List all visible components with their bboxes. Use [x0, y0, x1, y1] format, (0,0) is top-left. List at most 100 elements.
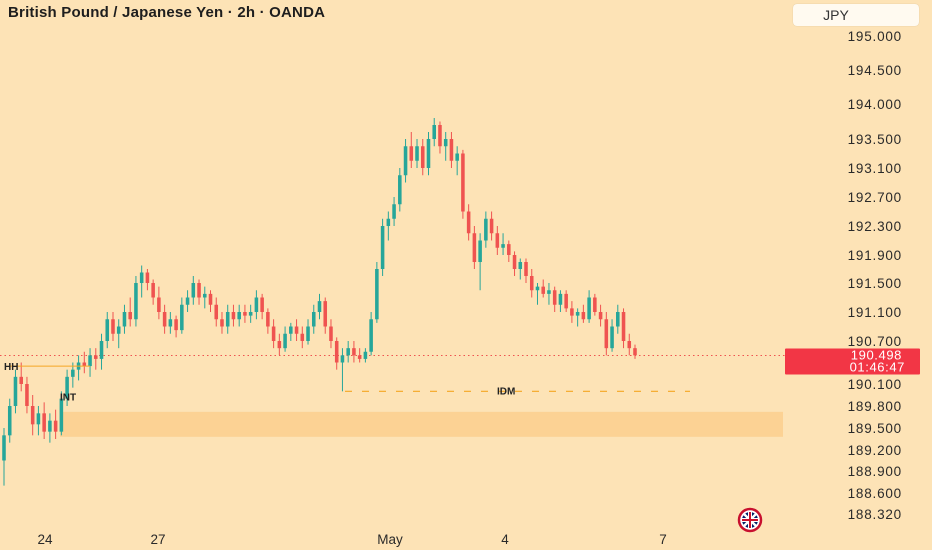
candle	[489, 211, 494, 241]
candle	[375, 262, 379, 323]
candle	[518, 258, 523, 280]
x-tick-label: May	[377, 532, 403, 547]
candle	[357, 348, 362, 363]
candle	[145, 269, 150, 291]
candle	[616, 304, 620, 334]
y-tick-label: 188.320	[848, 507, 902, 522]
candle	[403, 139, 408, 183]
x-tick-label: 27	[150, 532, 165, 547]
candle	[237, 304, 241, 327]
candle	[610, 319, 614, 352]
y-tick-label: 188.600	[848, 486, 902, 501]
candle	[116, 319, 121, 349]
candle	[82, 351, 87, 374]
candle	[65, 369, 69, 406]
candle	[621, 308, 626, 349]
candle	[478, 233, 482, 291]
candle	[88, 348, 92, 377]
int-label: INT	[60, 392, 76, 403]
candle	[185, 290, 190, 312]
candle	[25, 376, 29, 414]
candle	[604, 312, 609, 356]
candle	[214, 297, 219, 327]
candle	[283, 326, 287, 352]
candle	[598, 304, 603, 327]
candle	[552, 286, 557, 312]
candle	[386, 211, 391, 241]
candle	[570, 301, 574, 323]
candle	[111, 312, 115, 341]
uk-flag-icon[interactable]	[737, 507, 763, 533]
candle	[311, 304, 316, 334]
candle	[225, 304, 230, 334]
candle	[432, 118, 437, 147]
candle	[48, 413, 52, 443]
current-price-text: 190.498	[851, 347, 902, 362]
candle	[231, 304, 236, 327]
candle	[294, 319, 299, 341]
hh-label: HH	[4, 362, 18, 373]
y-tick-label: 190.100	[848, 377, 902, 392]
candle	[266, 308, 270, 334]
candle	[197, 279, 201, 305]
candle	[581, 304, 586, 323]
candle	[420, 139, 425, 176]
candle	[472, 226, 477, 269]
candle	[122, 304, 127, 334]
candle	[53, 409, 58, 439]
candle	[191, 276, 196, 305]
demand-zone	[60, 411, 783, 437]
candle	[633, 344, 637, 359]
candle	[340, 348, 345, 392]
candle	[466, 204, 471, 241]
candle	[507, 240, 511, 262]
currency-button[interactable]: JPY	[793, 4, 919, 26]
candle	[289, 322, 293, 341]
candle	[7, 398, 12, 443]
candle	[461, 149, 465, 219]
candle	[94, 348, 98, 370]
candle	[529, 269, 534, 298]
candle	[547, 283, 551, 305]
candle	[300, 326, 305, 349]
idm-label: IDM	[497, 386, 515, 397]
candle	[593, 293, 597, 316]
currency-label: JPY	[823, 7, 849, 23]
candle	[495, 226, 500, 255]
candle	[564, 290, 568, 312]
candle	[202, 286, 207, 309]
candle	[363, 348, 368, 363]
candle	[627, 333, 632, 356]
candle	[134, 276, 138, 327]
y-tick-label: 192.300	[848, 219, 902, 234]
chart-title: British Pound / Japanese Yen · 2h · OAND…	[8, 4, 326, 21]
candle	[443, 132, 448, 161]
candle	[352, 341, 356, 363]
candle	[329, 319, 333, 349]
candle	[99, 333, 104, 370]
candle	[128, 297, 132, 327]
y-tick-label: 189.500	[848, 421, 902, 436]
y-tick-label: 189.200	[848, 443, 902, 458]
y-tick-label: 194.500	[848, 63, 902, 78]
x-tick-label: 7	[659, 532, 667, 547]
candle	[587, 290, 591, 323]
candle	[334, 337, 339, 370]
candle	[220, 312, 224, 334]
candle	[168, 312, 173, 334]
y-tick-label: 193.500	[848, 132, 902, 147]
candle	[180, 297, 184, 334]
candle	[277, 333, 282, 356]
candle	[346, 341, 350, 363]
candle	[380, 218, 385, 276]
candle	[484, 211, 488, 248]
candle	[157, 286, 161, 320]
candle	[208, 290, 213, 312]
candle	[306, 319, 310, 345]
candle	[415, 139, 419, 168]
candle	[512, 251, 517, 276]
x-tick-label: 4	[501, 532, 509, 547]
candle	[162, 304, 167, 334]
